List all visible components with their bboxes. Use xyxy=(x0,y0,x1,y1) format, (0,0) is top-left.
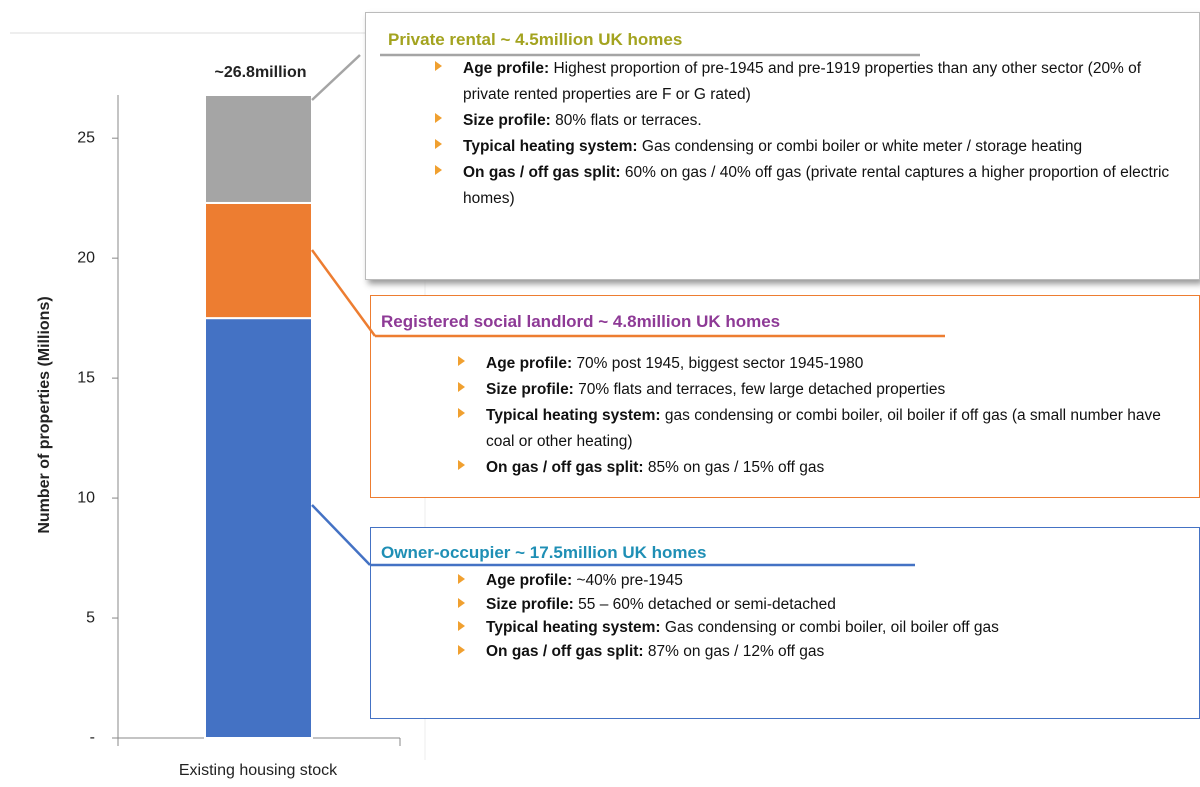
y-tick-label: 15 xyxy=(77,369,95,386)
bullet-label: On gas / off gas split: xyxy=(463,164,621,181)
bullet-label: Age profile: xyxy=(463,60,550,77)
annotation-box: Registered social landlord ~ 4.8million … xyxy=(370,295,1200,498)
annotation-title: Registered social landlord ~ 4.8million … xyxy=(381,312,781,331)
y-axis-label: Number of properties (Millions) xyxy=(36,296,53,533)
bullet: Typical heating system: Gas condensing o… xyxy=(435,134,1189,160)
bullet: Age profile: Highest proportion of pre-1… xyxy=(435,56,1189,108)
bullet-label: Size profile: xyxy=(486,595,574,613)
bullet-label: Typical heating system: xyxy=(463,138,638,155)
total-label: ~26.8million xyxy=(214,64,306,81)
bullet-text: Gas condensing or combi boiler, oil boil… xyxy=(664,619,999,636)
annotation-title: Owner-occupier ~ 17.5million UK homes xyxy=(381,543,707,562)
bullet-text: gas condensing or combi boiler, oil boil… xyxy=(486,407,1161,450)
bullet-label: Age profile: xyxy=(486,355,573,372)
y-tick-label: 10 xyxy=(77,489,95,506)
bullet-text: ~40% pre-1945 xyxy=(576,572,683,589)
annotation-box: Owner-occupier ~ 17.5million UK homes Age… xyxy=(370,527,1200,719)
bullet-list: Age profile: Highest proportion of pre-1… xyxy=(435,56,1189,212)
bullet: Age profile: 70% post 1945, biggest sect… xyxy=(458,351,1189,377)
bullet-text: 85% on gas / 15% off gas xyxy=(647,459,825,476)
y-tick-label: 5 xyxy=(86,609,95,626)
bar-segment xyxy=(204,94,313,204)
bullet-list: Age profile: ~40% pre-1945 Size profile: … xyxy=(458,569,1189,664)
y-tick-label: - xyxy=(90,729,95,746)
bullet-label: On gas / off gas split: xyxy=(486,642,644,660)
bullet-text: Gas condensing or combi boiler or white … xyxy=(641,138,1083,155)
bullet: Size profile: 70% flats and terraces, fe… xyxy=(458,377,1189,403)
bullet-label: Typical heating system: xyxy=(486,407,661,424)
bullet: On gas / off gas split: 85% on gas / 15%… xyxy=(458,455,1189,481)
bullet-text: 70% flats and terraces, few large detach… xyxy=(578,381,946,398)
bullet: Age profile: ~40% pre-1945 xyxy=(458,569,1189,593)
bullet-text: 55 – 60% detached or semi-detached xyxy=(578,595,836,613)
y-tick-label: 25 xyxy=(77,129,95,146)
bullet: Typical heating system: gas condensing o… xyxy=(458,403,1189,455)
bar-segment xyxy=(204,317,313,739)
bullet-label: On gas / off gas split: xyxy=(486,459,644,476)
bullet-label: Size profile: xyxy=(486,381,574,398)
bullet-text: 80% flats or terraces. xyxy=(555,112,702,129)
y-tick-label: 20 xyxy=(77,249,95,266)
annotation-box: Private rental ~ 4.5million UK homes Age … xyxy=(365,12,1200,280)
bullet-text: 87% on gas / 12% off gas xyxy=(647,642,825,660)
bullet: On gas / off gas split: 87% on gas / 12%… xyxy=(458,640,1189,664)
bullet-text: 60% on gas / 40% off gas (private rental… xyxy=(463,164,1170,207)
x-tick-label: Existing housing stock xyxy=(179,762,338,779)
bullet-list: Age profile: 70% post 1945, biggest sect… xyxy=(458,351,1189,481)
bullet-label: Size profile: xyxy=(463,112,551,129)
bullet: Size profile: 80% flats or terraces. xyxy=(435,108,1189,134)
bar-segment xyxy=(204,201,313,320)
bullet-text: 70% post 1945, biggest sector 1945-1980 xyxy=(576,355,864,372)
bullet: On gas / off gas split: 60% on gas / 40%… xyxy=(435,160,1189,212)
bullet-label: Typical heating system: xyxy=(486,619,661,636)
bullet: Size profile: 55 – 60% detached or semi-… xyxy=(458,593,1189,617)
annotation-title: Private rental ~ 4.5million UK homes xyxy=(388,30,683,49)
bullet: Typical heating system: Gas condensing o… xyxy=(458,616,1189,640)
bullet-label: Age profile: xyxy=(486,572,573,589)
bullet-text: Highest proportion of pre-1945 and pre-1… xyxy=(463,60,1142,103)
